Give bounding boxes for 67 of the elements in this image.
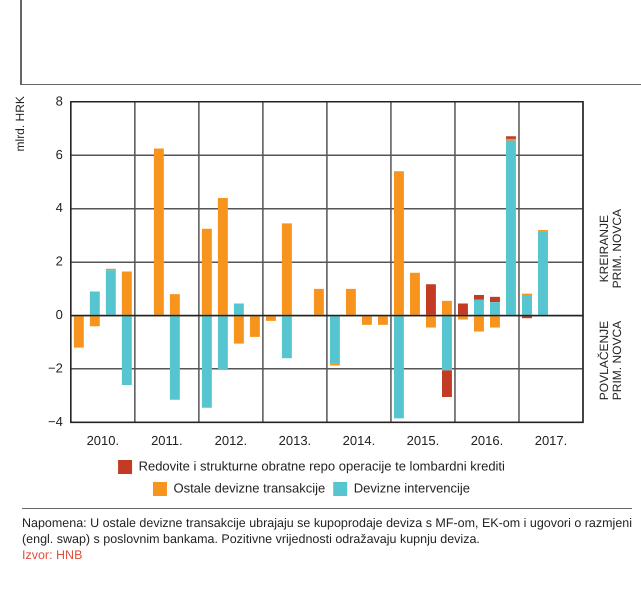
x-tick-label: 2017. bbox=[534, 432, 568, 448]
bar bbox=[442, 316, 452, 370]
bar bbox=[266, 316, 276, 321]
bar bbox=[378, 316, 388, 325]
bar bbox=[170, 316, 180, 400]
y-tick-label: −2 bbox=[48, 360, 63, 376]
bar bbox=[474, 300, 484, 315]
bar bbox=[250, 316, 260, 337]
bar bbox=[426, 316, 436, 328]
x-tick-label: 2013. bbox=[278, 432, 312, 448]
bar bbox=[218, 316, 228, 369]
bar bbox=[234, 304, 244, 315]
bar bbox=[202, 316, 212, 408]
y-tick-label: 4 bbox=[56, 200, 63, 216]
text: POVLAČENJE PRIM. NOVCA bbox=[596, 320, 624, 400]
bar bbox=[458, 304, 468, 315]
bar bbox=[426, 284, 436, 315]
legend-label: Ostale devizne transakcije bbox=[173, 480, 326, 496]
x-tick-label: 2011. bbox=[151, 432, 183, 448]
bar bbox=[506, 136, 516, 139]
bar bbox=[218, 198, 228, 315]
legend-label: Devizne intervencije bbox=[354, 480, 470, 496]
bar bbox=[74, 316, 84, 348]
x-tick-label: 2012. bbox=[214, 432, 248, 448]
text: Napomena: U ostale devizne transakcije ubrajaju se kupoprodaje deviza s MF-om, EK-om i ugovori o razmjeni (engl. swap) s poslovnim bankama. Pozitivne vrijednosti odražavaju kupnju deviza. bbox=[22, 515, 632, 547]
bar bbox=[490, 302, 500, 315]
bar bbox=[202, 228, 212, 315]
bar bbox=[314, 288, 324, 315]
bar bbox=[122, 271, 132, 315]
bar bbox=[90, 316, 100, 326]
bar bbox=[538, 231, 548, 315]
bar bbox=[362, 316, 372, 325]
bar bbox=[106, 270, 116, 315]
bar bbox=[442, 300, 452, 315]
bar bbox=[474, 316, 484, 332]
bar bbox=[122, 316, 132, 385]
bar bbox=[282, 223, 292, 315]
y-tick-label: 8 bbox=[56, 93, 63, 108]
bar bbox=[90, 291, 100, 315]
y-axis-title: mlrd. HRK bbox=[13, 96, 28, 152]
bar bbox=[410, 272, 420, 315]
bar bbox=[234, 316, 244, 344]
x-tick-label: 2016. bbox=[470, 432, 504, 448]
bar bbox=[458, 316, 468, 320]
bar bbox=[154, 148, 164, 315]
bar bbox=[394, 171, 404, 315]
y-tick-label: −4 bbox=[48, 414, 63, 429]
text: Izvor: HNB bbox=[22, 547, 84, 563]
x-tick-label: 2010. bbox=[86, 432, 120, 448]
bar bbox=[474, 294, 484, 300]
bar bbox=[442, 370, 452, 398]
bar bbox=[330, 316, 340, 364]
y-tick-label: 0 bbox=[56, 307, 63, 322]
bar bbox=[170, 294, 180, 315]
bar bbox=[282, 316, 292, 358]
y-tick-label: 6 bbox=[56, 146, 63, 162]
bar bbox=[346, 288, 356, 315]
text: KREIRANJE PRIM. NOVCA bbox=[596, 208, 624, 288]
y-tick-label: 2 bbox=[56, 254, 63, 269]
bar bbox=[506, 140, 516, 315]
bar bbox=[394, 316, 404, 418]
x-tick-label: 2014. bbox=[342, 432, 376, 448]
x-tick-label: 2015. bbox=[406, 432, 440, 448]
bar bbox=[490, 296, 500, 302]
bar bbox=[490, 316, 500, 328]
bar bbox=[522, 295, 532, 315]
legend-label: Redovite i strukturne obratne repo operacije te lombardni krediti bbox=[138, 458, 506, 474]
